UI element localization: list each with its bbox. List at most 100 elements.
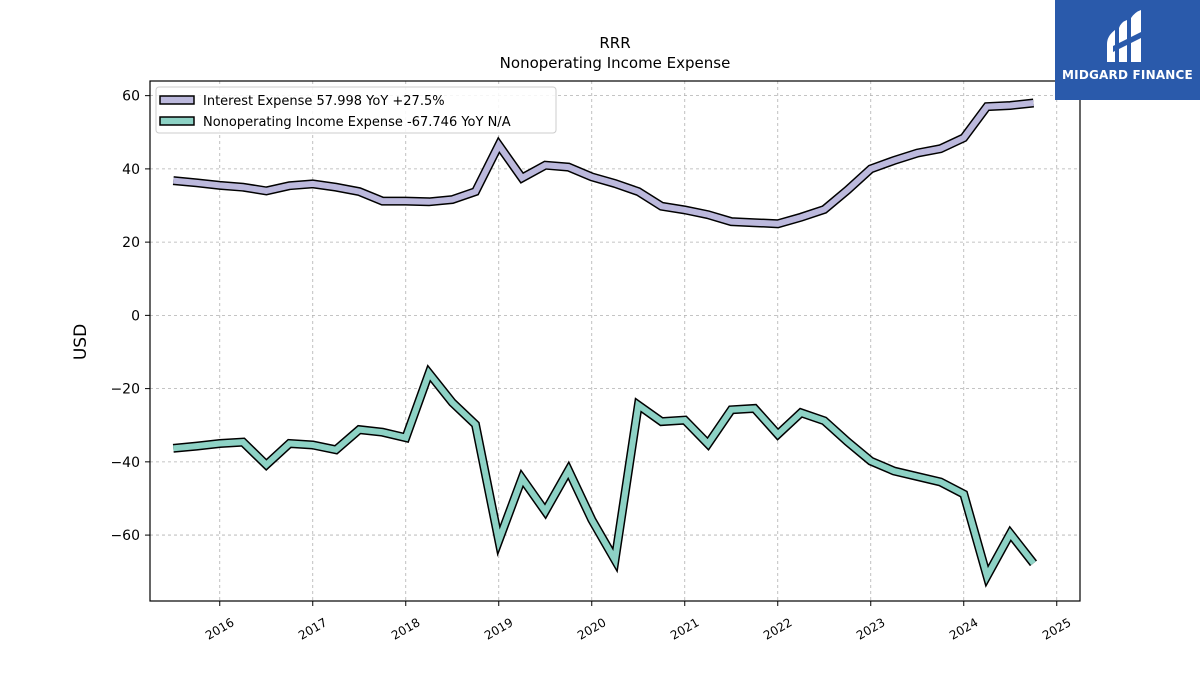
interest-expense-point [496,142,501,147]
nonoperating-income-expense-point [589,517,594,522]
interest-expense-point [1031,100,1036,105]
nonoperating-income-expense-point [1031,561,1036,566]
interest-expense-point [984,104,989,109]
nonoperating-income-expense-point [426,371,431,376]
legend: Interest Expense 57.998 YoY +27.5% Nonope… [155,86,557,134]
y-tick-label: 60 [122,89,140,105]
interest-expense-point [194,180,199,185]
nonoperating-income-expense-point [519,476,524,481]
nonoperating-income-expense-point [450,400,455,405]
y-tick-label: −40 [110,455,140,471]
x-tick-label: 2022 [761,615,794,642]
interest-expense-point [938,146,943,151]
nonoperating-income-expense-point [1008,531,1013,536]
interest-expense-point [705,212,710,217]
brand-name: MIDGARD FINANCE [1062,68,1193,82]
interest-expense-point [240,185,245,190]
nonoperating-income-expense-point [891,468,896,473]
nonoperating-income-expense-point [984,573,989,578]
interest-expense-point [752,220,757,225]
midgard-logo-icon [1107,10,1145,62]
interest-expense-series-line [173,100,1034,227]
grid-lines [150,81,1080,601]
nonoperating-income-expense-point [287,441,292,446]
interest-expense-point [798,215,803,220]
interest-expense-point [682,207,687,212]
nonoperating-income-expense-point [240,439,245,444]
y-tick-label: 40 [122,162,140,178]
x-tick-label: 2023 [854,615,887,642]
interest-expense-point [566,164,571,169]
x-tick-label: 2020 [575,615,608,642]
x-tick-label: 2018 [389,615,422,642]
chart-title: RRR [599,34,630,52]
nonoperating-income-expense-point [798,410,803,415]
nonoperating-income-expense-point [961,491,966,496]
interest-expense-point [171,178,176,183]
plot-area [149,80,1081,602]
interest-expense-point [264,188,269,193]
y-tick-label: 20 [122,235,140,251]
nonoperating-income-expense-point [845,439,850,444]
nonoperating-income-expense-point [566,468,571,473]
interest-expense-point [868,166,873,171]
y-tick-label: 0 [131,308,140,324]
nonoperating-income-expense-point [473,422,478,427]
nonoperating-income-expense-point [705,441,710,446]
nonoperating-income-expense-point [357,427,362,432]
interest-expense-point [845,188,850,193]
interest-expense-point [915,151,920,156]
interest-expense-point [775,221,780,226]
interest-expense-point [822,207,827,212]
interest-expense-point [403,199,408,204]
nonoperating-income-expense-point [543,509,548,514]
interest-expense-point [473,189,478,194]
x-tick-label: 2024 [947,615,980,642]
nonoperating-income-expense-point [659,419,664,424]
brand-logo: MIDGARD FINANCE [1055,0,1200,100]
nonoperating-income-expense-point [682,417,687,422]
nonoperating-income-expense-point [915,474,920,479]
legend-swatch [159,95,195,105]
nonoperating-income-expense-point [264,462,269,467]
x-tick-label: 2017 [296,615,329,642]
x-tick-label: 2025 [1040,615,1073,642]
nonoperating-income-expense-point [636,402,641,407]
nonoperating-income-expense-point [729,407,734,412]
interest-expense-point [891,158,896,163]
nonoperating-income-expense-point [333,447,338,452]
nonoperating-income-expense-point [822,418,827,423]
nonoperating-income-expense-point [612,557,617,562]
interest-expense-point [357,189,362,194]
interest-expense-point [612,181,617,186]
interest-expense-point [961,135,966,140]
interest-expense-point [659,204,664,209]
nonoperating-income-expense-point [752,406,757,411]
nonoperating-income-expense-point [775,432,780,437]
interest-expense-point [519,175,524,180]
nonoperating-income-expense-point [380,430,385,435]
series-layer [171,98,1038,588]
nonoperating-income-expense-point [403,435,408,440]
interest-expense-point [217,183,222,188]
interest-expense-point [310,181,315,186]
legend-swatch [159,116,195,126]
interest-expense-point [450,197,455,202]
y-tick-label: −60 [110,528,140,544]
interest-expense-point [1008,103,1013,108]
interest-expense-point [543,163,548,168]
x-tick-label: 2016 [203,615,236,642]
x-axis-ticks: 2016 2017 2018 2019 2020 2021 2022 2023 2024 2025 [203,601,1073,643]
nonoperating-income-expense-point [938,479,943,484]
nonoperating-income-expense-point [171,446,176,451]
nonoperating-income-expense-point [496,538,501,543]
nonoperating-income-expense-series-line [173,367,1036,584]
x-tick-label: 2019 [482,615,515,642]
interest-expense-point [287,183,292,188]
chart-subtitle: Nonoperating Income Expense [500,54,731,72]
y-axis-label: USD [71,324,91,360]
nonoperating-income-expense-point [868,459,873,464]
interest-expense-point [333,185,338,190]
interest-expense-point [380,199,385,204]
